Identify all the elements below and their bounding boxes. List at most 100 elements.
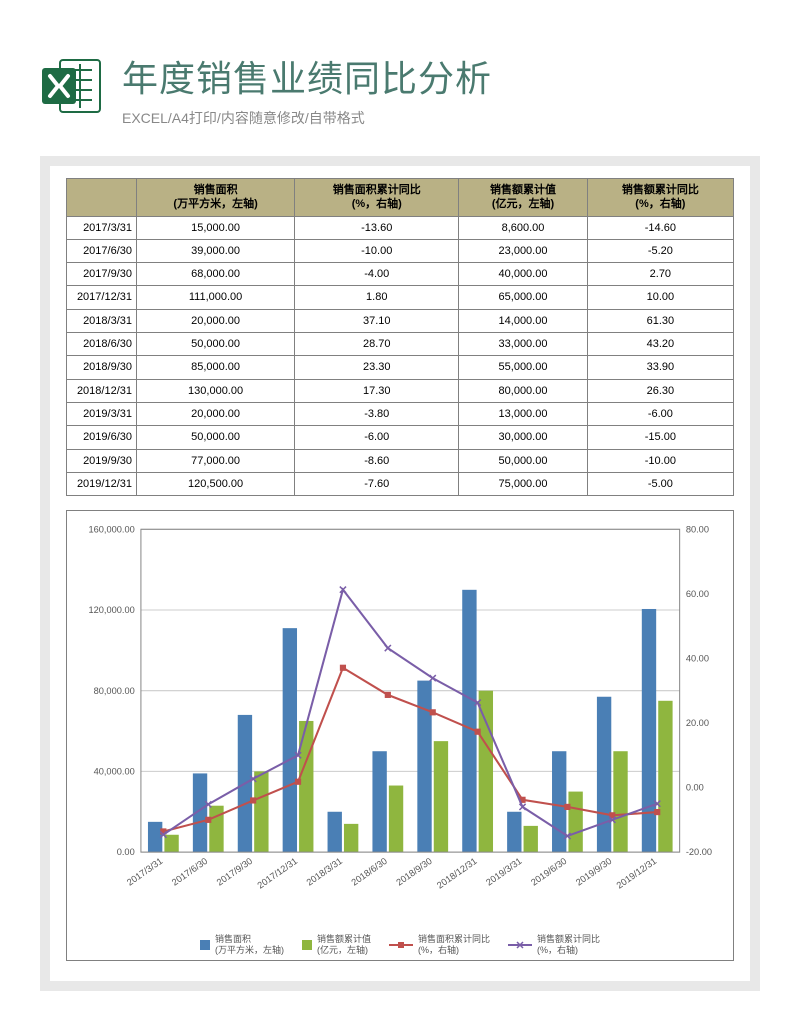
page-title: 年度销售业绩同比分析 [122, 50, 492, 102]
table-row: 2018/9/3085,000.0023.3055,000.0033.90 [67, 356, 734, 379]
cell-date: 2019/9/30 [67, 449, 137, 472]
cell-amount: 55,000.00 [459, 356, 587, 379]
cell-area-yoy: -6.00 [295, 426, 459, 449]
table-row: 2017/12/31111,000.001.8065,000.0010.00 [67, 286, 734, 309]
cell-area-yoy: -10.00 [295, 239, 459, 262]
cell-area: 111,000.00 [137, 286, 295, 309]
cell-area: 77,000.00 [137, 449, 295, 472]
header: 年度销售业绩同比分析 EXCEL/A4打印/内容随意修改/自带格式 [40, 50, 760, 128]
table-row: 2018/3/3120,000.0037.1014,000.0061.30 [67, 309, 734, 332]
svg-text:2019/9/30: 2019/9/30 [574, 856, 613, 888]
legend-item: 销售额累计同比 (%，右轴) [508, 934, 600, 956]
cell-amount: 50,000.00 [459, 449, 587, 472]
table-row: 2019/9/3077,000.00-8.6050,000.00-10.00 [67, 449, 734, 472]
table-row: 2017/3/3115,000.00-13.608,600.00-14.60 [67, 216, 734, 239]
cell-amount: 30,000.00 [459, 426, 587, 449]
svg-text:2019/12/31: 2019/12/31 [615, 856, 659, 891]
cell-area-yoy: 28.70 [295, 333, 459, 356]
chart-legend: 销售面积 (万平方米，左轴) 销售额累计值 (亿元，左轴) 销售面积累计同比 (%，… [71, 934, 729, 956]
table-header: 销售额累计值 (亿元，左轴) [459, 179, 587, 217]
svg-text:0.00: 0.00 [117, 847, 135, 857]
table-row: 2019/3/3120,000.00-3.8013,000.00-6.00 [67, 402, 734, 425]
cell-amount: 40,000.00 [459, 263, 587, 286]
cell-area-yoy: -4.00 [295, 263, 459, 286]
svg-text:2018/12/31: 2018/12/31 [435, 856, 479, 891]
page-subtitle: EXCEL/A4打印/内容随意修改/自带格式 [122, 108, 492, 128]
cell-amount: 13,000.00 [459, 402, 587, 425]
cell-area: 20,000.00 [137, 402, 295, 425]
cell-amount-yoy: -5.00 [587, 472, 733, 495]
svg-text:2018/6/30: 2018/6/30 [350, 856, 389, 888]
svg-text:40.00: 40.00 [686, 654, 709, 664]
table-row: 2018/12/31130,000.0017.3080,000.0026.30 [67, 379, 734, 402]
cell-date: 2017/9/30 [67, 263, 137, 286]
table-header: 销售面积 (万平方米，左轴) [137, 179, 295, 217]
svg-text:80,000.00: 80,000.00 [94, 686, 135, 696]
cell-area: 50,000.00 [137, 333, 295, 356]
table-row: 2019/12/31120,500.00-7.6075,000.00-5.00 [67, 472, 734, 495]
document-preview: 销售面积 (万平方米，左轴) 销售面积累计同比 (%，右轴) 销售额累计值 (亿… [40, 156, 760, 991]
cell-amount-yoy: -10.00 [587, 449, 733, 472]
cell-area: 120,500.00 [137, 472, 295, 495]
cell-amount: 65,000.00 [459, 286, 587, 309]
svg-text:2018/9/30: 2018/9/30 [394, 856, 433, 888]
cell-date: 2017/6/30 [67, 239, 137, 262]
cell-amount: 14,000.00 [459, 309, 587, 332]
cell-amount: 33,000.00 [459, 333, 587, 356]
cell-date: 2019/6/30 [67, 426, 137, 449]
svg-text:2017/6/30: 2017/6/30 [170, 856, 209, 888]
data-table: 销售面积 (万平方米，左轴) 销售面积累计同比 (%，右轴) 销售额累计值 (亿… [66, 178, 734, 496]
cell-amount-yoy: 10.00 [587, 286, 733, 309]
legend-item: 销售面积累计同比 (%，右轴) [389, 934, 490, 956]
cell-area: 85,000.00 [137, 356, 295, 379]
svg-text:160,000.00: 160,000.00 [88, 525, 134, 535]
title-block: 年度销售业绩同比分析 EXCEL/A4打印/内容随意修改/自带格式 [122, 50, 492, 128]
cell-amount: 8,600.00 [459, 216, 587, 239]
cell-date: 2018/12/31 [67, 379, 137, 402]
cell-amount: 75,000.00 [459, 472, 587, 495]
svg-text:2017/3/31: 2017/3/31 [125, 856, 164, 888]
combo-chart: 0.00 40,000.00 80,000.00 120,000.00 160,000.… [71, 519, 729, 930]
sheet: 销售面积 (万平方米，左轴) 销售面积累计同比 (%，右轴) 销售额累计值 (亿… [50, 166, 750, 981]
svg-text:80.00: 80.00 [686, 525, 709, 535]
chart-container: 0.00 40,000.00 80,000.00 120,000.00 160,000.… [66, 510, 734, 961]
cell-date: 2018/6/30 [67, 333, 137, 356]
cell-area-yoy: 23.30 [295, 356, 459, 379]
cell-area: 68,000.00 [137, 263, 295, 286]
svg-text:40,000.00: 40,000.00 [94, 767, 135, 777]
cell-area-yoy: -8.60 [295, 449, 459, 472]
cell-area: 15,000.00 [137, 216, 295, 239]
cell-area: 130,000.00 [137, 379, 295, 402]
svg-text:120,000.00: 120,000.00 [88, 605, 134, 615]
svg-text:2019/6/30: 2019/6/30 [529, 856, 568, 888]
cell-date: 2017/12/31 [67, 286, 137, 309]
legend-item: 销售面积 (万平方米，左轴) [200, 934, 284, 956]
cell-date: 2019/12/31 [67, 472, 137, 495]
cell-amount-yoy: -5.20 [587, 239, 733, 262]
svg-text:20.00: 20.00 [686, 718, 709, 728]
cell-amount-yoy: 43.20 [587, 333, 733, 356]
cell-amount: 80,000.00 [459, 379, 587, 402]
svg-text:2017/9/30: 2017/9/30 [215, 856, 254, 888]
table-row: 2018/6/3050,000.0028.7033,000.0043.20 [67, 333, 734, 356]
table-header-blank [67, 179, 137, 217]
cell-amount-yoy: 2.70 [587, 263, 733, 286]
svg-text:60.00: 60.00 [686, 589, 709, 599]
cell-amount-yoy: 61.30 [587, 309, 733, 332]
cell-amount-yoy: -15.00 [587, 426, 733, 449]
cell-area: 50,000.00 [137, 426, 295, 449]
cell-amount-yoy: -14.60 [587, 216, 733, 239]
cell-area: 39,000.00 [137, 239, 295, 262]
svg-text:2017/12/31: 2017/12/31 [256, 856, 300, 891]
cell-date: 2019/3/31 [67, 402, 137, 425]
excel-icon [40, 54, 104, 118]
cell-area-yoy: -3.80 [295, 402, 459, 425]
cell-date: 2018/9/30 [67, 356, 137, 379]
table-row: 2017/6/3039,000.00-10.0023,000.00-5.20 [67, 239, 734, 262]
svg-text:2019/3/31: 2019/3/31 [484, 856, 523, 888]
table-row: 2017/9/3068,000.00-4.0040,000.002.70 [67, 263, 734, 286]
legend-item: 销售额累计值 (亿元，左轴) [302, 934, 371, 956]
cell-amount: 23,000.00 [459, 239, 587, 262]
cell-area-yoy: -7.60 [295, 472, 459, 495]
cell-amount-yoy: 26.30 [587, 379, 733, 402]
